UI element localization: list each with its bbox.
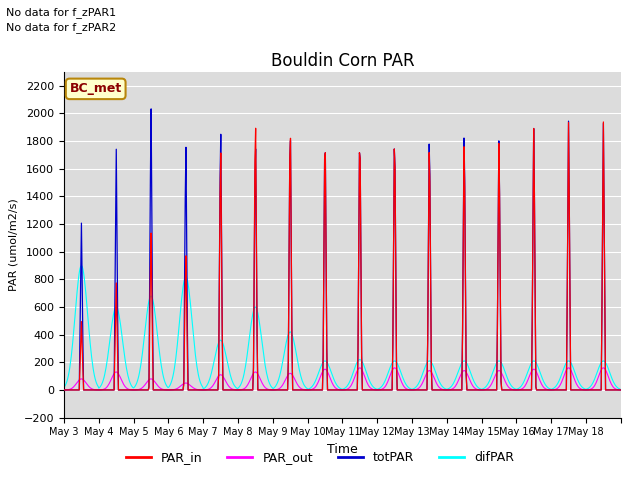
- X-axis label: Time: Time: [327, 443, 358, 456]
- Text: No data for f_zPAR1: No data for f_zPAR1: [6, 7, 116, 18]
- Legend: PAR_in, PAR_out, totPAR, difPAR: PAR_in, PAR_out, totPAR, difPAR: [121, 446, 519, 469]
- Title: Bouldin Corn PAR: Bouldin Corn PAR: [271, 52, 414, 71]
- Text: BC_met: BC_met: [70, 83, 122, 96]
- Y-axis label: PAR (umol/m2/s): PAR (umol/m2/s): [8, 198, 18, 291]
- Text: No data for f_zPAR2: No data for f_zPAR2: [6, 22, 116, 33]
